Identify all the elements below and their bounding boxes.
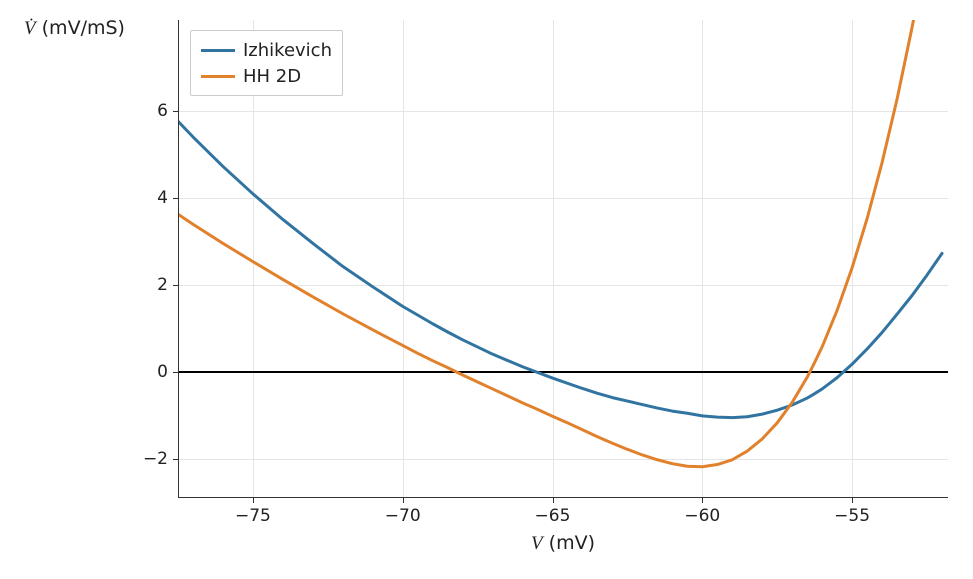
y-tick-label: 4 <box>157 188 168 208</box>
y-tick-mark <box>173 198 178 199</box>
legend-swatch <box>201 75 235 78</box>
legend-item: HH 2D <box>201 63 332 89</box>
x-tick-label: −70 <box>385 506 421 526</box>
x-tick-mark <box>253 498 254 503</box>
spine-left <box>178 20 179 498</box>
legend: Izhikevich HH 2D <box>190 30 343 96</box>
x-tick-label: −65 <box>535 506 571 526</box>
x-tick-mark <box>702 498 703 503</box>
y-tick-label: 6 <box>157 101 168 121</box>
y-tick-mark <box>173 111 178 112</box>
y-tick-label: 2 <box>157 275 168 295</box>
y-tick-label: −2 <box>143 449 168 469</box>
x-tick-label: −60 <box>684 506 720 526</box>
legend-swatch <box>201 49 235 52</box>
x-tick-mark <box>403 498 404 503</box>
y-tick-mark <box>173 459 178 460</box>
x-tick-label: −55 <box>834 506 870 526</box>
x-tick-mark <box>852 498 853 503</box>
figure: −75 −70 −65 −60 −55 −2 0 2 4 6 V (mV) V̇ (mV/mS)… <box>0 0 973 579</box>
legend-item: Izhikevich <box>201 37 332 63</box>
y-tick-label: 0 <box>157 362 168 382</box>
y-axis-label: V̇ (mV/mS) <box>24 17 125 40</box>
legend-label: HH 2D <box>243 66 301 87</box>
y-tick-mark <box>173 285 178 286</box>
x-tick-label: −75 <box>235 506 271 526</box>
y-tick-mark <box>173 372 178 373</box>
legend-label: Izhikevich <box>243 40 332 61</box>
series-line <box>178 121 942 417</box>
x-tick-mark <box>553 498 554 503</box>
x-axis-label: V (mV) <box>531 532 595 555</box>
spine-bottom <box>178 497 948 498</box>
